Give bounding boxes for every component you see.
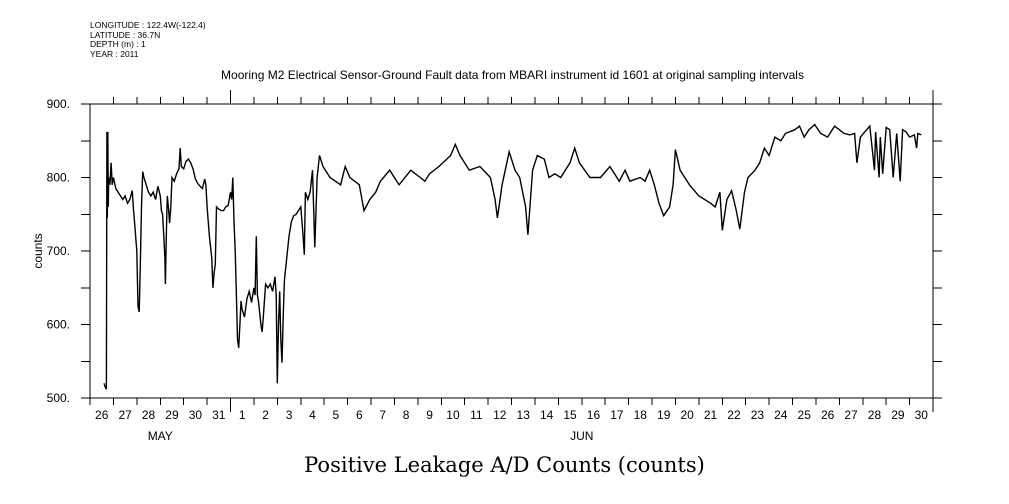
x-tick-label: 4	[309, 408, 316, 422]
plot-frame	[89, 103, 934, 399]
x-tick-label: 13	[517, 408, 531, 422]
x-tick-label: 21	[704, 408, 718, 422]
x-tick-label: 27	[118, 408, 132, 422]
x-tick-label: 11	[470, 408, 483, 422]
x-tick-label: 28	[142, 408, 156, 422]
variable-title: Positive Leakage A/D Counts (counts)	[304, 453, 705, 477]
data-series-line	[103, 123, 922, 390]
latitude-label: LATITUDE : 36.7N	[90, 29, 161, 40]
x-tick-label: 3	[286, 408, 293, 422]
x-tick-label: 6	[356, 408, 363, 422]
x-tick-label: 29	[165, 408, 179, 422]
x-tick-label: 5	[333, 408, 340, 422]
x-tick-label: 27	[844, 408, 858, 422]
x-tick-label: 23	[751, 408, 765, 422]
month-label: MAY	[148, 429, 173, 443]
x-tick-label: 8	[403, 408, 410, 422]
x-tick-label: 25	[798, 408, 812, 422]
y-tick-label: 900.	[47, 97, 70, 111]
x-tick-label: 1	[239, 408, 246, 422]
x-tick-label: 30	[915, 408, 929, 422]
x-tick-label: 12	[493, 408, 507, 422]
x-tick-label: 15	[563, 408, 577, 422]
x-tick-label: 2	[262, 408, 269, 422]
x-tick-label: 9	[426, 408, 433, 422]
x-tick-label: 19	[657, 408, 671, 422]
y-tick-label: 600.	[47, 318, 70, 332]
x-tick-label: 24	[774, 408, 788, 422]
x-tick-label: 28	[868, 408, 882, 422]
x-tick-label: 22	[727, 408, 741, 422]
y-tick-label: 800.	[47, 171, 70, 185]
x-tick-label: 30	[189, 408, 203, 422]
y-axis-label: counts	[31, 233, 45, 268]
x-tick-label: 29	[891, 408, 905, 422]
y-tick-label: 500.	[47, 391, 70, 405]
chart-title: Mooring M2 Electrical Sensor-Ground Faul…	[221, 68, 804, 82]
y-tick-label: 700.	[47, 244, 70, 258]
depth-label: DEPTH (m) : 1	[90, 39, 146, 49]
month-label: JUN	[570, 429, 593, 443]
x-tick-label: 26	[95, 408, 109, 422]
x-tick-label: 10	[446, 408, 460, 422]
x-tick-label: 20	[680, 408, 694, 422]
x-tick-label: 14	[540, 408, 554, 422]
x-tick-label: 31	[212, 408, 226, 422]
x-tick-label: 16	[587, 408, 601, 422]
x-tick-label: 18	[634, 408, 648, 422]
location-metadata: LONGITUDE : 122.4W(-122.4) LATITUDE : 36…	[90, 20, 206, 59]
x-tick-label: 26	[821, 408, 835, 422]
year-label: YEAR : 2011	[90, 48, 139, 59]
x-tick-label: 17	[610, 408, 624, 422]
x-tick-label: 7	[379, 408, 386, 422]
longitude-label: LONGITUDE : 122.4W(-122.4)	[90, 20, 206, 30]
